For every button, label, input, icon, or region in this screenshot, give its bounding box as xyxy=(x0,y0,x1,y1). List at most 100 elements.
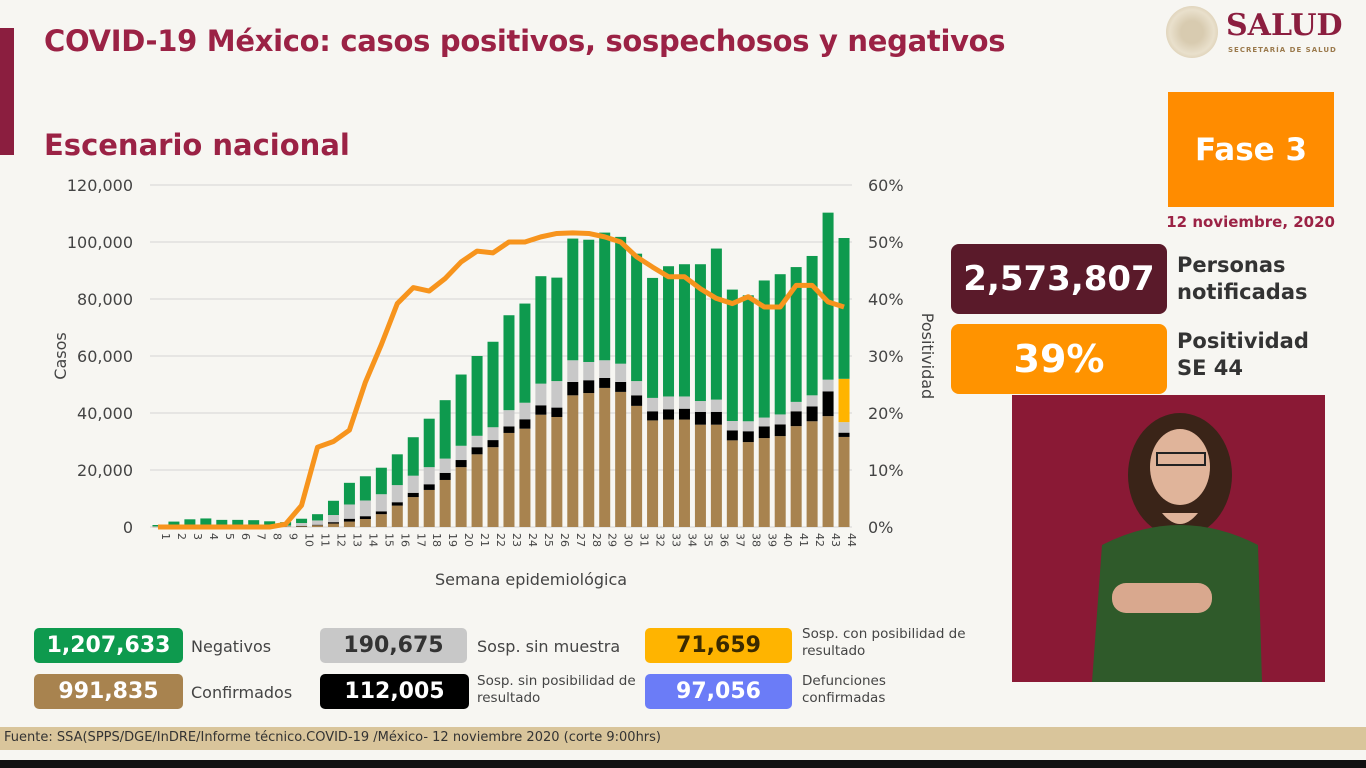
bar-segment xyxy=(487,427,499,441)
bar-segment xyxy=(423,418,435,468)
bar-segment xyxy=(391,505,403,527)
bar-segment xyxy=(647,397,659,412)
negatives-label: Negativos xyxy=(191,637,272,656)
bar-segment xyxy=(678,419,690,527)
y-tick-label: 80,000 xyxy=(77,290,133,309)
bar-segment xyxy=(248,520,260,527)
x-tick-label: 9 xyxy=(287,533,300,540)
bar-segment xyxy=(519,419,531,429)
bar-segment xyxy=(710,399,722,412)
bar-segment xyxy=(503,410,515,427)
x-axis-title: Semana epidemiológica xyxy=(435,570,627,589)
bar-segment xyxy=(551,277,563,382)
bar-segment xyxy=(168,521,180,527)
bar-segment xyxy=(439,400,451,459)
x-tick-label: 40 xyxy=(781,533,794,547)
bar-segment xyxy=(774,414,786,425)
y-tick-label: 60,000 xyxy=(77,347,133,366)
positivity-line xyxy=(157,230,845,530)
y2-tick-label: 20% xyxy=(868,404,904,423)
bar-segment xyxy=(375,494,387,512)
x-tick-label: 19 xyxy=(446,533,459,547)
bar-segment xyxy=(455,467,467,527)
bar-segment xyxy=(312,524,324,526)
y2-tick-label: 60% xyxy=(868,176,904,195)
bar-segment xyxy=(343,518,355,522)
bar-segment xyxy=(806,395,818,407)
bar-segment xyxy=(200,518,212,527)
x-tick-label: 34 xyxy=(685,533,698,547)
bottom-bar xyxy=(0,760,1366,768)
x-tick-label: 29 xyxy=(606,533,619,547)
suspects-no-result-badge: 112,005 xyxy=(320,674,469,709)
bar-segment xyxy=(423,484,435,490)
bar-segment xyxy=(678,264,690,397)
bar-segment xyxy=(551,381,563,408)
x-tick-label: 27 xyxy=(574,533,587,547)
bar-segment xyxy=(407,492,419,498)
bar-segment xyxy=(806,406,818,422)
suspects-no-sample-badge: 190,675 xyxy=(320,628,467,663)
bar-segment xyxy=(742,295,754,422)
bar-segment xyxy=(519,402,531,420)
x-tick-label: 18 xyxy=(430,533,443,547)
x-tick-label: 32 xyxy=(654,533,667,547)
bar-segment xyxy=(343,482,355,505)
bar-segment xyxy=(742,421,754,432)
bar-segment xyxy=(327,523,339,527)
bar-segment xyxy=(327,515,339,523)
bar-segment xyxy=(503,432,515,527)
x-tick-label: 31 xyxy=(638,533,651,547)
bar-segment xyxy=(439,472,451,480)
deaths-badge: 97,056 xyxy=(645,674,792,709)
y-tick-label: 0 xyxy=(123,518,133,537)
x-tick-label: 30 xyxy=(622,533,635,547)
bar-segment xyxy=(726,430,738,441)
suspects-no-sample-label: Sosp. sin muestra xyxy=(477,637,621,656)
bar-segment xyxy=(471,435,483,448)
bar-segment xyxy=(551,407,563,417)
x-tick-label: 13 xyxy=(350,533,363,547)
x-tick-label: 3 xyxy=(191,533,204,540)
x-tick-label: 15 xyxy=(382,533,395,547)
x-tick-label: 44 xyxy=(845,533,858,547)
bar-segment xyxy=(391,454,403,486)
bar-segment xyxy=(599,360,611,378)
bar-segment xyxy=(312,525,324,527)
bar-segment xyxy=(232,519,244,527)
bar-segment xyxy=(790,426,802,527)
bar-segment xyxy=(535,383,547,406)
bar-segment xyxy=(694,264,706,402)
bar-segment xyxy=(790,411,802,427)
bar-segment xyxy=(663,409,675,420)
bar-segment xyxy=(615,363,627,382)
bar-segment xyxy=(375,467,387,495)
x-tick-label: 2 xyxy=(175,533,188,540)
bar-segment xyxy=(423,489,435,527)
bar-segment xyxy=(296,526,308,527)
bar-segment xyxy=(184,519,196,527)
bar-segment xyxy=(790,267,802,402)
x-tick-label: 25 xyxy=(542,533,555,547)
x-tick-label: 11 xyxy=(319,533,332,547)
bar-segment xyxy=(471,447,483,455)
bar-segment xyxy=(678,396,690,409)
bar-segment xyxy=(631,253,643,382)
bar-segment xyxy=(822,212,834,380)
bar-segment xyxy=(822,416,834,527)
bar-segment xyxy=(280,526,292,527)
y-tick-label: 100,000 xyxy=(67,233,133,252)
bar-segment xyxy=(407,437,419,476)
x-tick-label: 22 xyxy=(494,533,507,547)
accent-bar xyxy=(0,28,14,155)
bar-segment xyxy=(487,341,499,428)
y-tick-label: 20,000 xyxy=(77,461,133,480)
y2-tick-label: 50% xyxy=(868,233,904,252)
bar-segment xyxy=(583,239,595,362)
bar-segment xyxy=(806,421,818,527)
y-axis-title: Casos xyxy=(51,332,70,379)
bar-segment xyxy=(615,381,627,392)
bar-segment xyxy=(726,440,738,527)
bar-segment xyxy=(567,238,579,361)
positivity-label-2: SE 44 xyxy=(1177,356,1244,380)
